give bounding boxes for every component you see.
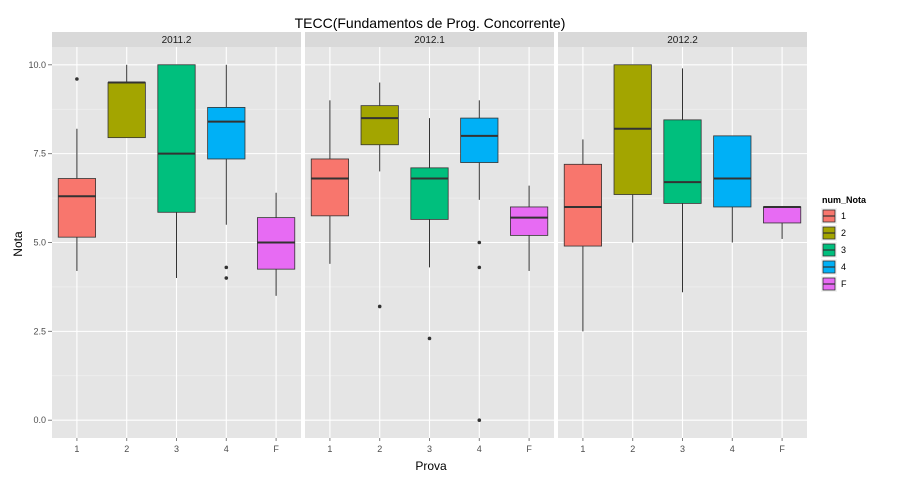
box-body bbox=[460, 117, 499, 163]
y-tick-label: 2.5 bbox=[33, 326, 46, 336]
box-body bbox=[663, 119, 702, 204]
legend-item-4: 4 bbox=[821, 259, 846, 275]
x-tick-label: F bbox=[779, 444, 785, 454]
box-body bbox=[360, 105, 399, 146]
panel-2012-1: 2012.1 bbox=[305, 32, 554, 438]
x-tick-label: 4 bbox=[224, 444, 229, 454]
box-body bbox=[713, 135, 752, 208]
box-body bbox=[310, 158, 349, 217]
outlier-point bbox=[224, 276, 229, 280]
box-body bbox=[57, 178, 96, 238]
box-2011-2-4 bbox=[207, 64, 246, 280]
x-tick-label: 2 bbox=[124, 444, 129, 454]
x-tick-label: 1 bbox=[327, 444, 332, 454]
legend: num_Nota 1 2 3 4 F bbox=[821, 195, 867, 292]
x-tick-label: 1 bbox=[74, 444, 79, 454]
x-tick-label: 4 bbox=[477, 444, 482, 454]
outlier-point bbox=[75, 77, 79, 81]
box-2012-2-4 bbox=[713, 135, 752, 243]
box-body bbox=[763, 206, 802, 224]
legend-item-3: 3 bbox=[821, 242, 846, 258]
y-tick-label: 7.5 bbox=[33, 149, 46, 159]
box-2012-1-1 bbox=[310, 100, 349, 264]
panel-strip bbox=[558, 32, 807, 47]
panel-strip-label: 2011.2 bbox=[162, 35, 192, 46]
legend-title: num_Nota bbox=[822, 195, 867, 205]
y-axis: 0.0 2.5 5.0 7.5 10.0 bbox=[28, 60, 52, 425]
x-tick-label: 2 bbox=[630, 444, 635, 454]
chart-title: TECC(Fundamentos de Prog. Concorrente) bbox=[295, 15, 566, 31]
y-tick-label: 0.0 bbox=[33, 415, 46, 425]
legend-label: F bbox=[841, 279, 847, 289]
box-body bbox=[207, 107, 246, 160]
box-2012-1-F bbox=[510, 185, 549, 271]
panels-group: 2011.2 2012.1 2012.2 bbox=[52, 32, 807, 438]
box-2011-2-3 bbox=[157, 64, 196, 279]
x-tick-label: 2 bbox=[377, 444, 382, 454]
outlier-point bbox=[224, 265, 229, 270]
panel-strip-label: 2012.2 bbox=[667, 35, 698, 46]
x-axis-title: Prova bbox=[415, 459, 447, 473]
box-body bbox=[157, 64, 196, 213]
box-2011-2-1 bbox=[57, 77, 96, 271]
panel-2012-2: 2012.2 bbox=[558, 32, 807, 438]
box-2012-1-4 bbox=[460, 100, 499, 423]
panel-strip bbox=[52, 32, 301, 47]
panel-2011-2: 2011.2 bbox=[52, 32, 301, 438]
box-2012-1-3 bbox=[410, 118, 449, 341]
legend-label: 1 bbox=[841, 211, 846, 221]
y-tick-label: 10.0 bbox=[28, 60, 46, 70]
box-body bbox=[563, 163, 602, 247]
panel-strip bbox=[305, 32, 554, 47]
outlier-point bbox=[427, 336, 432, 341]
box-body bbox=[510, 206, 549, 236]
legend-label: 4 bbox=[841, 262, 846, 272]
legend-item-1: 1 bbox=[821, 208, 846, 224]
box-2012-2-3 bbox=[663, 68, 702, 293]
box-body bbox=[107, 82, 146, 139]
x-tick-label: 1 bbox=[580, 444, 585, 454]
box-2012-2-1 bbox=[563, 139, 602, 332]
x-tick-label: 3 bbox=[427, 444, 432, 454]
y-axis-title: Nota bbox=[11, 231, 25, 257]
box-2011-2-2 bbox=[107, 64, 146, 139]
outlier-point bbox=[377, 304, 382, 309]
x-tick-label: 3 bbox=[174, 444, 179, 454]
legend-label: 3 bbox=[841, 245, 846, 255]
x-tick-label: 4 bbox=[730, 444, 735, 454]
outlier-point bbox=[477, 418, 482, 423]
legend-label: 2 bbox=[841, 228, 846, 238]
x-tick-label: F bbox=[273, 444, 279, 454]
x-tick-label: F bbox=[526, 444, 532, 454]
box-2012-2-F bbox=[763, 205, 802, 239]
outlier-point bbox=[477, 240, 482, 245]
y-tick-label: 5.0 bbox=[33, 238, 46, 248]
box-2011-2-F bbox=[257, 192, 296, 296]
x-axis: 1 2 3 4 F 1 2 3 4 F 1 2 3 4 F bbox=[74, 438, 785, 454]
x-tick-label: 3 bbox=[680, 444, 685, 454]
panel-strip-label: 2012.1 bbox=[414, 35, 445, 46]
box-body bbox=[410, 167, 449, 220]
legend-item-F: F bbox=[821, 276, 847, 292]
box-2012-2-2 bbox=[613, 64, 652, 243]
legend-item-2: 2 bbox=[821, 225, 846, 241]
box-2012-1-2 bbox=[360, 82, 399, 309]
outlier-point bbox=[477, 265, 482, 270]
